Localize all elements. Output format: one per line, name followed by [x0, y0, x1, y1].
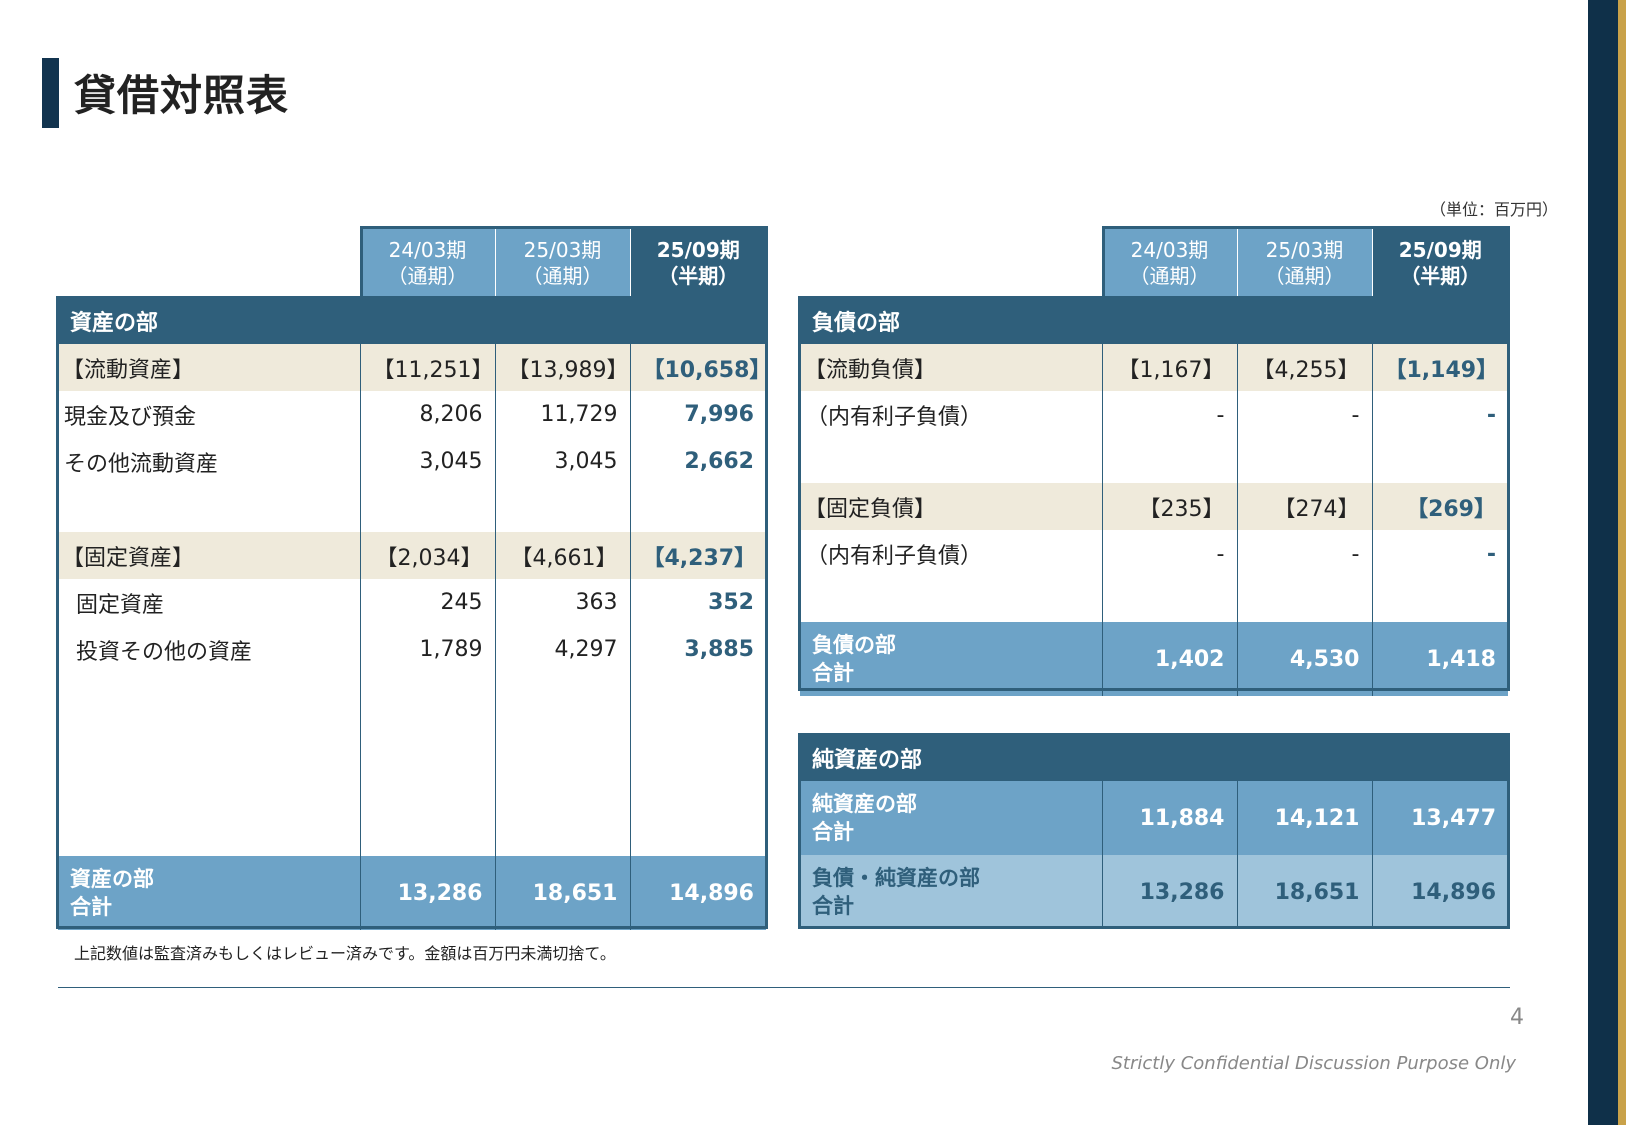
section-row: 資産の部: [58, 298, 766, 344]
section-row: 負債の部: [800, 298, 1508, 344]
right-edge-bar: [1588, 0, 1618, 1125]
section-label: 純資産の部: [800, 735, 1509, 781]
footer-divider: [58, 987, 1510, 988]
row-label: 【固定資産】: [58, 532, 360, 579]
row-label: その他流動資産: [58, 438, 360, 485]
row-label: （内有利子負債）: [800, 530, 1102, 622]
spacer-row: [58, 485, 766, 532]
period-header: 24/03期 （通期）: [1101, 228, 1237, 298]
table-row: 【流動資産】 【11,251】 【13,989】 【10,658】: [58, 344, 771, 391]
row-label: （内有利子負債）: [800, 391, 1102, 483]
table-row: 固定資産 245 363 352: [58, 579, 766, 626]
table-row: （内有利子負債） - - -: [800, 530, 1508, 622]
row-label: 固定資産: [58, 579, 360, 626]
period-header: 24/03期 （通期）: [359, 228, 495, 298]
table-row: 【固定負債】 【235】 【274】 【269】: [800, 483, 1508, 530]
total-label: 負債の部 合計: [800, 622, 1102, 696]
page-title: 貸借対照表: [74, 71, 290, 120]
total-label: 資産の部 合計: [58, 856, 360, 930]
title-accent-bar: [42, 58, 59, 128]
table-row: 【固定資産】 【2,034】 【4,661】 【4,237】: [58, 532, 766, 579]
grand-total-label: 負債・純資産の部 合計: [800, 855, 1102, 929]
period-header: 25/03期 （通期）: [1236, 228, 1372, 298]
total-label: 純資産の部 合計: [800, 781, 1102, 855]
total-row: 負債の部 合計 1,402 4,530 1,418: [800, 622, 1508, 696]
period-header-row: 24/03期 （通期） 25/03期 （通期） 25/09期 （半期）: [58, 228, 766, 298]
period-header-current: 25/09期 （半期）: [629, 228, 766, 298]
grand-total-row: 負債・純資産の部 合計 13,286 18,651 14,896: [800, 855, 1509, 929]
row-label: 現金及び預金: [58, 391, 360, 438]
right-edge-accent: [1618, 0, 1626, 1125]
page-number: 4: [1510, 1005, 1524, 1030]
unit-label: （単位：百万円）: [1429, 200, 1558, 219]
total-row: 純資産の部 合計 11,884 14,121 13,477: [800, 781, 1509, 855]
table-row: （内有利子負債） - - -: [800, 391, 1508, 483]
confidential-notice: Strictly Confidential Discussion Purpose…: [1111, 1053, 1517, 1074]
table-row: その他流動資産 3,045 3,045 2,662: [58, 438, 766, 485]
row-label: 【固定負債】: [800, 483, 1102, 530]
period-header-current: 25/09期 （半期）: [1371, 228, 1508, 298]
table-row: 現金及び預金 8,206 11,729 7,996: [58, 391, 766, 438]
liabilities-table: 24/03期 （通期） 25/03期 （通期） 25/09期 （半期） 負債の部 【流…: [800, 228, 1508, 696]
table-row: 【流動負債】 【1,167】 【4,255】 【1,149】: [800, 344, 1508, 391]
period-header-row: 24/03期 （通期） 25/03期 （通期） 25/09期 （半期）: [800, 228, 1508, 298]
row-label: 【流動負債】: [800, 344, 1102, 391]
section-label: 資産の部: [58, 298, 766, 344]
assets-table: 24/03期 （通期） 25/03期 （通期） 25/09期 （半期） 資産の部 【流…: [58, 228, 771, 930]
footnote: 上記数値は監査済みもしくはレビュー済みです。金額は百万円未満切捨て。: [74, 944, 616, 963]
table-row: 投資その他の資産 1,789 4,297 3,885: [58, 626, 766, 673]
period-header: 25/03期 （通期）: [494, 228, 630, 298]
spacer-row: [58, 673, 766, 856]
row-label: 投資その他の資産: [58, 626, 360, 673]
total-row: 資産の部 合計 13,286 18,651 14,896: [58, 856, 766, 930]
net-assets-table: 純資産の部 純資産の部 合計 11,884 14,121 13,477 負債・純資…: [800, 735, 1509, 929]
section-row: 純資産の部: [800, 735, 1509, 781]
row-label: 【流動資産】: [58, 344, 360, 391]
section-label: 負債の部: [800, 298, 1508, 344]
